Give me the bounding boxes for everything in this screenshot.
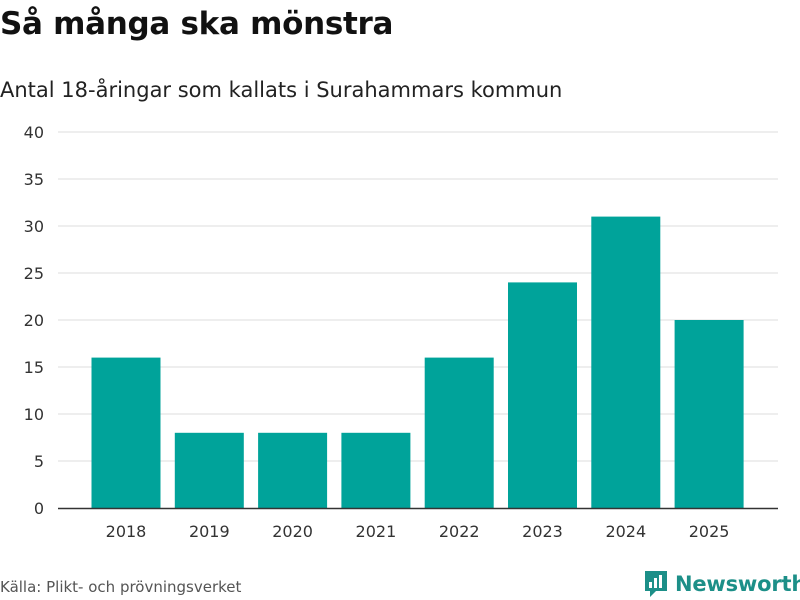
x-tick-label: 2018 (106, 522, 147, 541)
x-tick-label: 2025 (689, 522, 730, 541)
x-axis-ticks: 2018 2019 2020 2021 2022 2023 2024 2025 (106, 522, 730, 541)
x-tick-label: 2024 (605, 522, 646, 541)
x-tick-label: 2020 (272, 522, 313, 541)
x-tick-label: 2023 (522, 522, 563, 541)
bar-2020 (258, 432, 328, 508)
y-tick-label: 40 (24, 123, 44, 142)
y-tick-label: 35 (24, 170, 44, 189)
y-axis-ticks: 0 5 10 15 20 25 30 35 40 (24, 123, 44, 518)
bar-2025 (674, 320, 744, 508)
gridlines (58, 131, 778, 462)
bar-2021 (341, 432, 411, 508)
bar-2023 (508, 282, 577, 508)
chart-subtitle: Antal 18-åringar som kallats i Surahamma… (0, 78, 563, 102)
source-note: Källa: Plikt- och prövningsverket (0, 578, 242, 596)
y-tick-label: 20 (24, 311, 44, 330)
bar-2024 (591, 216, 661, 508)
y-tick-label: 25 (24, 264, 44, 283)
y-tick-label: 0 (34, 499, 44, 518)
bar-2022 (424, 357, 494, 508)
bars (91, 216, 744, 508)
x-tick-label: 2019 (189, 522, 230, 541)
brand-logo[interactable]: Newsworthy (643, 568, 800, 600)
chart-title: Så många ska mönstra (0, 6, 394, 42)
y-tick-label: 5 (34, 452, 44, 471)
brand-name: Newsworthy (675, 572, 800, 596)
bar-2019 (174, 432, 244, 508)
bar-2018 (91, 357, 161, 508)
x-tick-label: 2022 (439, 522, 480, 541)
y-tick-label: 10 (24, 405, 44, 424)
x-tick-label: 2021 (356, 522, 397, 541)
y-tick-label: 15 (24, 358, 44, 377)
newsworthy-logo-icon (645, 571, 667, 597)
y-tick-label: 30 (24, 217, 44, 236)
